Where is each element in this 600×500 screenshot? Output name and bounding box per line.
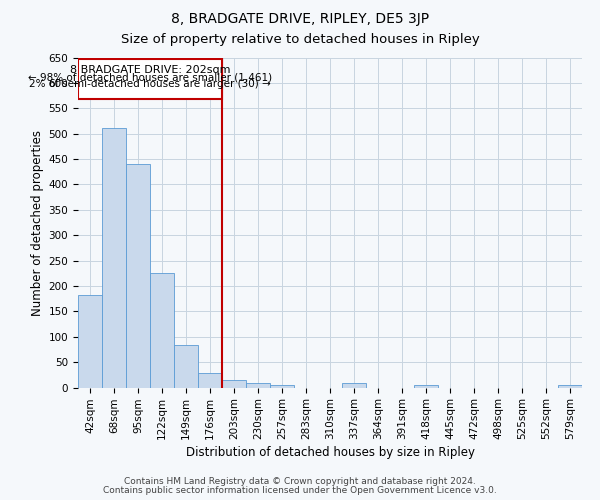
Bar: [150, 274, 174, 388]
Bar: [78, 295, 102, 388]
Y-axis label: Number of detached properties: Number of detached properties: [31, 130, 44, 316]
Bar: [222, 380, 246, 388]
Text: 8 BRADGATE DRIVE: 202sqm: 8 BRADGATE DRIVE: 202sqm: [70, 64, 230, 74]
Bar: [558, 386, 582, 388]
Text: 2% of semi-detached houses are larger (30) →: 2% of semi-detached houses are larger (3…: [29, 79, 271, 89]
Bar: [126, 164, 150, 388]
Bar: [270, 385, 294, 388]
Text: 8, BRADGATE DRIVE, RIPLEY, DE5 3JP: 8, BRADGATE DRIVE, RIPLEY, DE5 3JP: [171, 12, 429, 26]
Bar: [342, 384, 366, 388]
Text: ← 98% of detached houses are smaller (1,461): ← 98% of detached houses are smaller (1,…: [28, 72, 272, 82]
Bar: [246, 384, 270, 388]
X-axis label: Distribution of detached houses by size in Ripley: Distribution of detached houses by size …: [185, 446, 475, 460]
Bar: [174, 345, 198, 388]
Bar: [414, 386, 438, 388]
Bar: [102, 128, 126, 388]
Bar: [78, 58, 222, 99]
Text: Contains HM Land Registry data © Crown copyright and database right 2024.: Contains HM Land Registry data © Crown c…: [124, 477, 476, 486]
Text: Size of property relative to detached houses in Ripley: Size of property relative to detached ho…: [121, 32, 479, 46]
Text: Contains public sector information licensed under the Open Government Licence v3: Contains public sector information licen…: [103, 486, 497, 495]
Bar: [198, 374, 222, 388]
